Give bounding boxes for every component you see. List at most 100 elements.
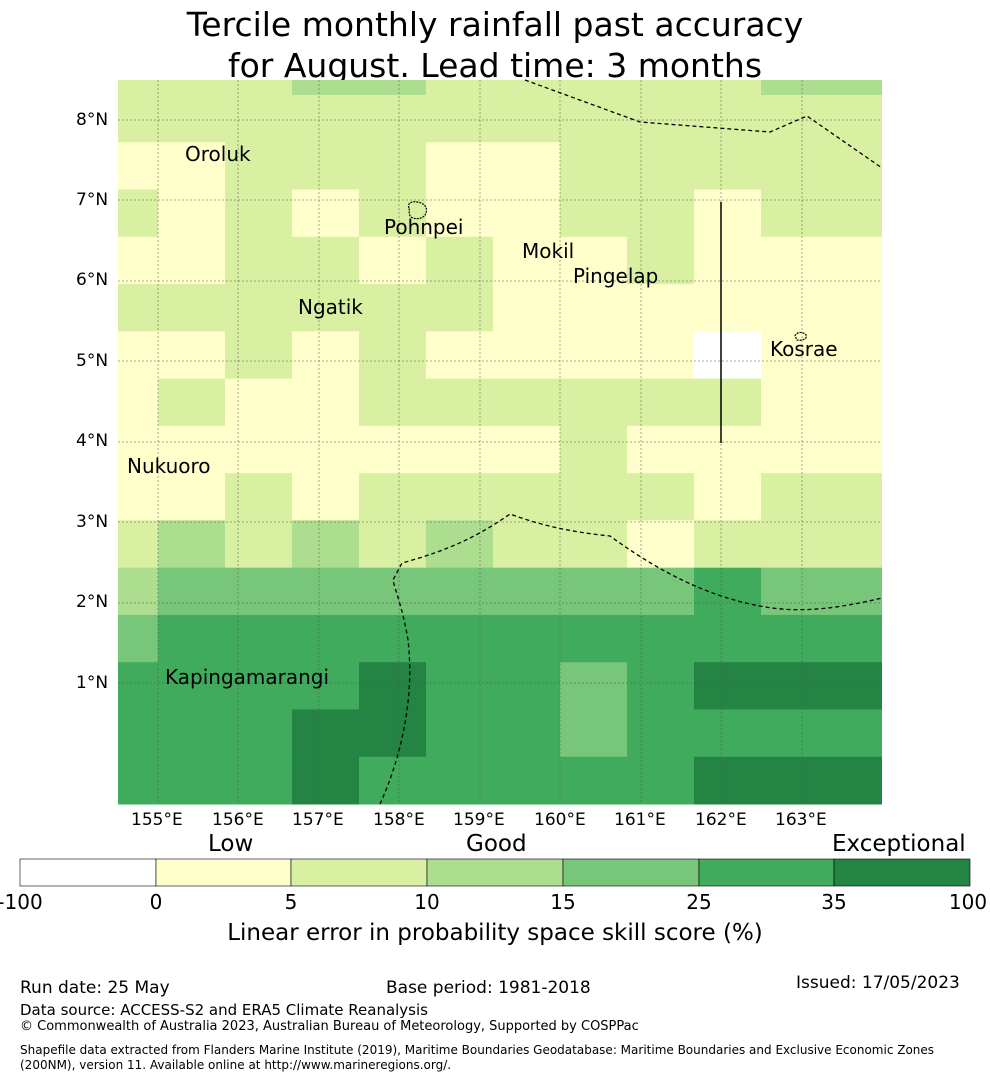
- skill-cell: [627, 425, 694, 474]
- skill-cell: [225, 473, 292, 521]
- skill-cell: [694, 614, 761, 663]
- skill-cell: [225, 378, 292, 427]
- skill-cell: [359, 709, 426, 758]
- skill-cell: [493, 284, 560, 332]
- skill-cell: [359, 567, 426, 616]
- skill-cell: [627, 95, 694, 143]
- skill-cell: [627, 756, 694, 805]
- skill-cell: [292, 709, 359, 758]
- skill-cell: [627, 709, 694, 758]
- skill-cell: [292, 142, 359, 191]
- skill-cell: [694, 95, 761, 143]
- skill-cell: [292, 331, 359, 380]
- skill-cell: [426, 520, 493, 569]
- skill-cell: [426, 236, 493, 285]
- skill-cell: [694, 142, 761, 191]
- skill-cell: [118, 142, 158, 191]
- skill-cell: [118, 709, 158, 758]
- skill-cell: [761, 80, 882, 96]
- skill-cell: [118, 236, 158, 285]
- skill-cell: [560, 142, 627, 191]
- lat-label-6: 6°N: [76, 270, 109, 290]
- data-source: Data source: ACCESS-S2 and ERA5 Climate …: [20, 1001, 428, 1019]
- skill-cell: [493, 756, 560, 805]
- lon-label-161: 161°E: [614, 810, 666, 830]
- colorbar-swatch: [426, 858, 564, 887]
- skill-cell: [225, 662, 292, 710]
- skill-cell: [493, 236, 560, 285]
- skill-cell: [694, 80, 761, 96]
- skill-cell: [292, 425, 359, 474]
- skill-cell: [292, 236, 359, 285]
- skill-cell: [694, 520, 761, 569]
- skill-cell: [292, 284, 359, 332]
- skill-cell: [359, 189, 426, 238]
- skill-cell: [118, 284, 158, 332]
- skill-cell: [426, 425, 493, 474]
- skill-cell: [225, 331, 292, 380]
- skill-cell: [761, 189, 882, 238]
- skill-cell: [359, 520, 426, 569]
- skill-cell: [292, 520, 359, 569]
- skill-cell: [426, 662, 493, 710]
- skill-cell: [560, 378, 627, 427]
- skill-cell: [761, 614, 882, 663]
- copyright: © Commonwealth of Australia 2023, Austra…: [20, 1019, 639, 1034]
- skill-cell: [627, 567, 694, 616]
- skill-cell: [359, 756, 426, 805]
- skill-cell: [426, 756, 493, 805]
- skill-cell: [225, 709, 292, 758]
- skill-cell: [225, 567, 292, 616]
- skill-cell: [118, 662, 158, 710]
- skill-cell: [426, 331, 493, 380]
- skill-cell: [292, 80, 359, 96]
- island-outlines: [407, 201, 807, 341]
- skill-cell: [627, 236, 694, 285]
- skill-cell: [627, 378, 694, 427]
- place-label-pohnpei: Pohnpei: [384, 215, 464, 239]
- skill-cell: [560, 614, 627, 663]
- title-line-2: for August. Lead time: 3 months: [227, 46, 763, 85]
- skill-cell: [761, 425, 882, 474]
- skill-cell: [560, 80, 627, 96]
- skill-cell: [560, 331, 627, 380]
- skill-cell: [761, 331, 882, 380]
- skill-cell: [493, 662, 560, 710]
- skill-cell: [292, 473, 359, 521]
- skill-cell: [560, 520, 627, 569]
- skill-cell: [627, 284, 694, 332]
- issued-date: Issued: 17/05/2023: [796, 973, 960, 993]
- skill-cell: [118, 614, 158, 663]
- skill-cell: [359, 284, 426, 332]
- lon-label-156: 156°E: [212, 810, 264, 830]
- skill-cell: [158, 142, 225, 191]
- skill-cell: [359, 80, 426, 96]
- skill-cell: [359, 425, 426, 474]
- skill-cell: [118, 473, 158, 521]
- skill-cell: [292, 95, 359, 143]
- skill-cell: [694, 567, 761, 616]
- skill-cell: [560, 567, 627, 616]
- skill-cell: [292, 662, 359, 710]
- skill-cell: [118, 425, 158, 474]
- skill-cell: [426, 189, 493, 238]
- cb-tick-25: 25: [686, 890, 712, 914]
- skill-cell: [118, 189, 158, 238]
- skill-cell: [359, 331, 426, 380]
- lat-label-8: 8°N: [76, 110, 109, 130]
- skill-cell: [627, 142, 694, 191]
- skill-cell: [158, 425, 225, 474]
- lat-label-5: 5°N: [76, 351, 109, 371]
- skill-cell: [158, 473, 225, 521]
- cb-tick-10: 10: [414, 890, 440, 914]
- category-exceptional: Exceptional: [832, 831, 966, 857]
- skill-cell: [158, 331, 225, 380]
- lon-label-157: 157°E: [292, 810, 344, 830]
- skill-cell: [292, 189, 359, 238]
- skill-cell: [761, 142, 882, 191]
- colorbar-swatch: [155, 858, 292, 887]
- skill-cell: [627, 473, 694, 521]
- skill-cell: [493, 378, 560, 427]
- place-label-mokil: Mokil: [522, 239, 575, 263]
- skill-cell: [694, 331, 761, 380]
